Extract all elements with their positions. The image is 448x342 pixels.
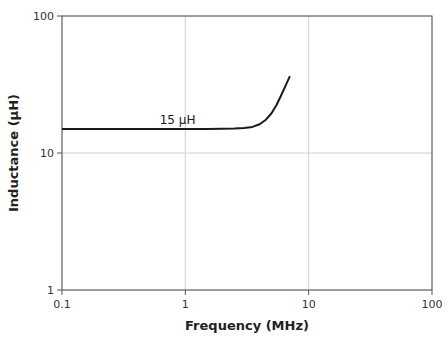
line: [62, 77, 290, 129]
tick-y: [57, 16, 62, 17]
y-axis-label: Inductance (μH): [6, 94, 21, 212]
plot-frame: [62, 16, 432, 290]
tick-label-x: 100: [422, 298, 443, 311]
tick-label-x: 1: [182, 298, 189, 311]
tick-x: [308, 290, 309, 295]
tick-x: [432, 290, 433, 295]
tick-y: [57, 153, 62, 154]
grid-line-y: [62, 153, 432, 154]
chart-container: 0.111010011010015 μHFrequency (MHz)Induc…: [0, 0, 448, 342]
tick-label-y: 1: [47, 284, 54, 297]
tick-label-y: 100: [33, 10, 54, 23]
grid: [62, 16, 432, 290]
annotation: 15 μH: [160, 113, 196, 127]
tick-y: [57, 290, 62, 291]
tick-label-x: 10: [302, 298, 316, 311]
tick-x: [185, 290, 186, 295]
tick-label-y: 10: [40, 147, 54, 160]
chart: 0.111010011010015 μHFrequency (MHz)Induc…: [0, 0, 448, 342]
data-area: [62, 77, 290, 129]
tick-label-x: 0.1: [53, 298, 71, 311]
x-axis-label: Frequency (MHz): [185, 318, 309, 333]
plot-background: [62, 16, 432, 290]
tick-x: [62, 290, 63, 295]
